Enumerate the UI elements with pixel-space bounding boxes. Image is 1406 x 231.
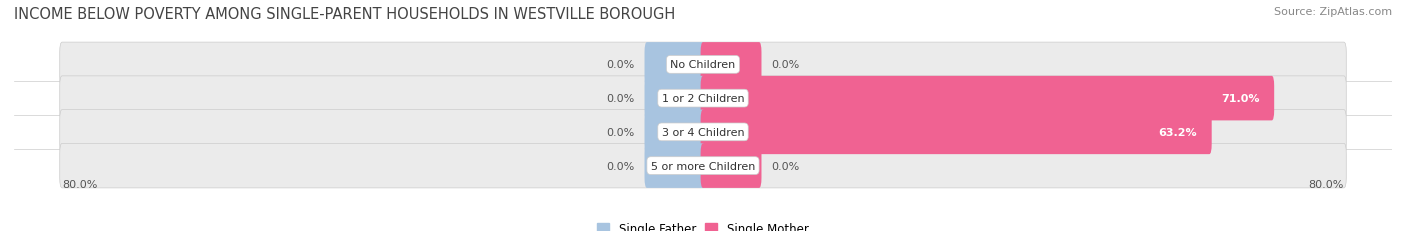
FancyBboxPatch shape xyxy=(644,144,706,188)
FancyBboxPatch shape xyxy=(700,110,1212,155)
FancyBboxPatch shape xyxy=(644,43,706,87)
FancyBboxPatch shape xyxy=(644,76,706,121)
Text: 0.0%: 0.0% xyxy=(606,127,636,137)
Text: 3 or 4 Children: 3 or 4 Children xyxy=(662,127,744,137)
Text: Source: ZipAtlas.com: Source: ZipAtlas.com xyxy=(1274,7,1392,17)
Text: 5 or more Children: 5 or more Children xyxy=(651,161,755,171)
Legend: Single Father, Single Mother: Single Father, Single Mother xyxy=(593,217,813,231)
Text: 0.0%: 0.0% xyxy=(606,161,636,171)
FancyBboxPatch shape xyxy=(59,110,1347,155)
FancyBboxPatch shape xyxy=(59,76,1347,121)
Text: 0.0%: 0.0% xyxy=(606,60,636,70)
FancyBboxPatch shape xyxy=(700,43,762,87)
FancyBboxPatch shape xyxy=(59,144,1347,188)
Text: 0.0%: 0.0% xyxy=(770,60,800,70)
FancyBboxPatch shape xyxy=(700,144,762,188)
Text: 80.0%: 80.0% xyxy=(62,179,97,189)
Text: INCOME BELOW POVERTY AMONG SINGLE-PARENT HOUSEHOLDS IN WESTVILLE BOROUGH: INCOME BELOW POVERTY AMONG SINGLE-PARENT… xyxy=(14,7,675,22)
Text: No Children: No Children xyxy=(671,60,735,70)
Text: 0.0%: 0.0% xyxy=(606,94,636,104)
Text: 71.0%: 71.0% xyxy=(1222,94,1260,104)
Text: 1 or 2 Children: 1 or 2 Children xyxy=(662,94,744,104)
FancyBboxPatch shape xyxy=(700,76,1274,121)
FancyBboxPatch shape xyxy=(644,110,706,155)
Text: 0.0%: 0.0% xyxy=(770,161,800,171)
FancyBboxPatch shape xyxy=(59,43,1347,87)
Text: 63.2%: 63.2% xyxy=(1159,127,1198,137)
Text: 80.0%: 80.0% xyxy=(1309,179,1344,189)
